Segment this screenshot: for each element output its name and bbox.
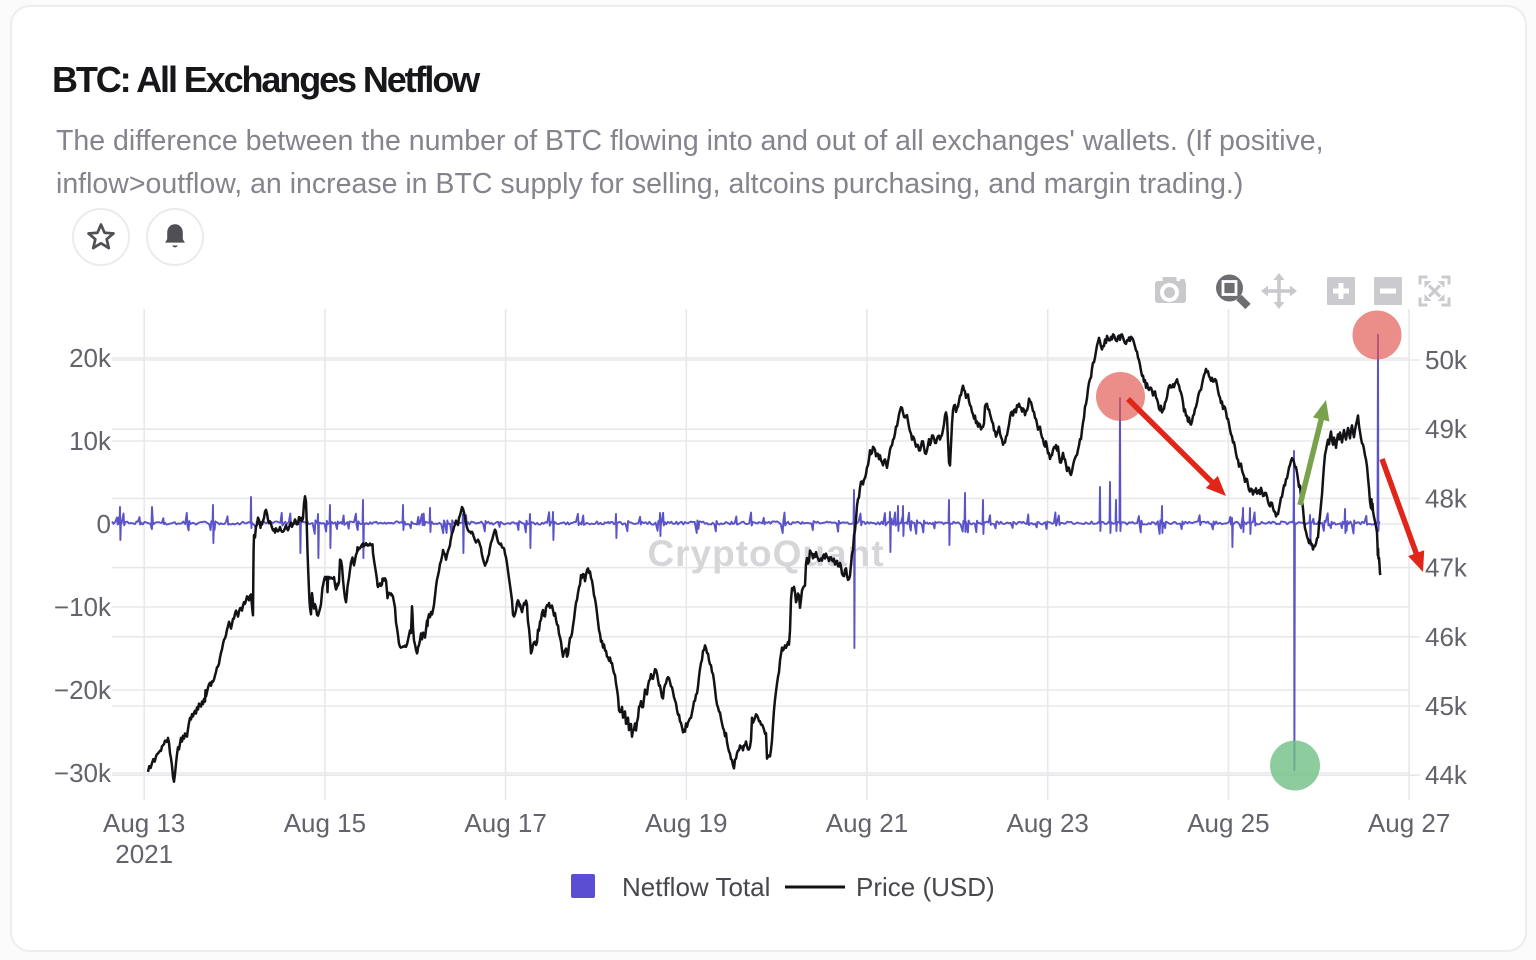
svg-text:Aug 27: Aug 27: [1368, 808, 1450, 838]
svg-text:Price (USD): Price (USD): [856, 872, 995, 902]
svg-text:45k: 45k: [1425, 691, 1468, 721]
svg-text:Aug 17: Aug 17: [464, 808, 546, 838]
svg-text:Aug 23: Aug 23: [1006, 808, 1088, 838]
svg-text:Aug 13: Aug 13: [103, 808, 185, 838]
svg-text:2021: 2021: [115, 839, 173, 869]
svg-text:10k: 10k: [69, 426, 112, 456]
svg-text:Aug 21: Aug 21: [826, 808, 908, 838]
svg-text:−20k: −20k: [54, 675, 112, 705]
svg-text:50k: 50k: [1425, 345, 1468, 375]
svg-text:47k: 47k: [1425, 553, 1468, 583]
svg-text:46k: 46k: [1425, 622, 1468, 652]
svg-text:Aug 19: Aug 19: [645, 808, 727, 838]
svg-text:49k: 49k: [1425, 414, 1468, 444]
svg-text:CryptoQuant: CryptoQuant: [647, 533, 884, 574]
svg-text:Netflow Total: Netflow Total: [622, 872, 770, 902]
svg-text:0: 0: [97, 509, 111, 539]
svg-text:−30k: −30k: [54, 758, 112, 788]
svg-text:Aug 15: Aug 15: [284, 808, 366, 838]
svg-text:44k: 44k: [1425, 760, 1468, 790]
svg-text:20k: 20k: [69, 343, 112, 373]
svg-text:48k: 48k: [1425, 483, 1468, 513]
svg-text:Aug 25: Aug 25: [1187, 808, 1269, 838]
svg-text:−10k: −10k: [54, 592, 112, 622]
